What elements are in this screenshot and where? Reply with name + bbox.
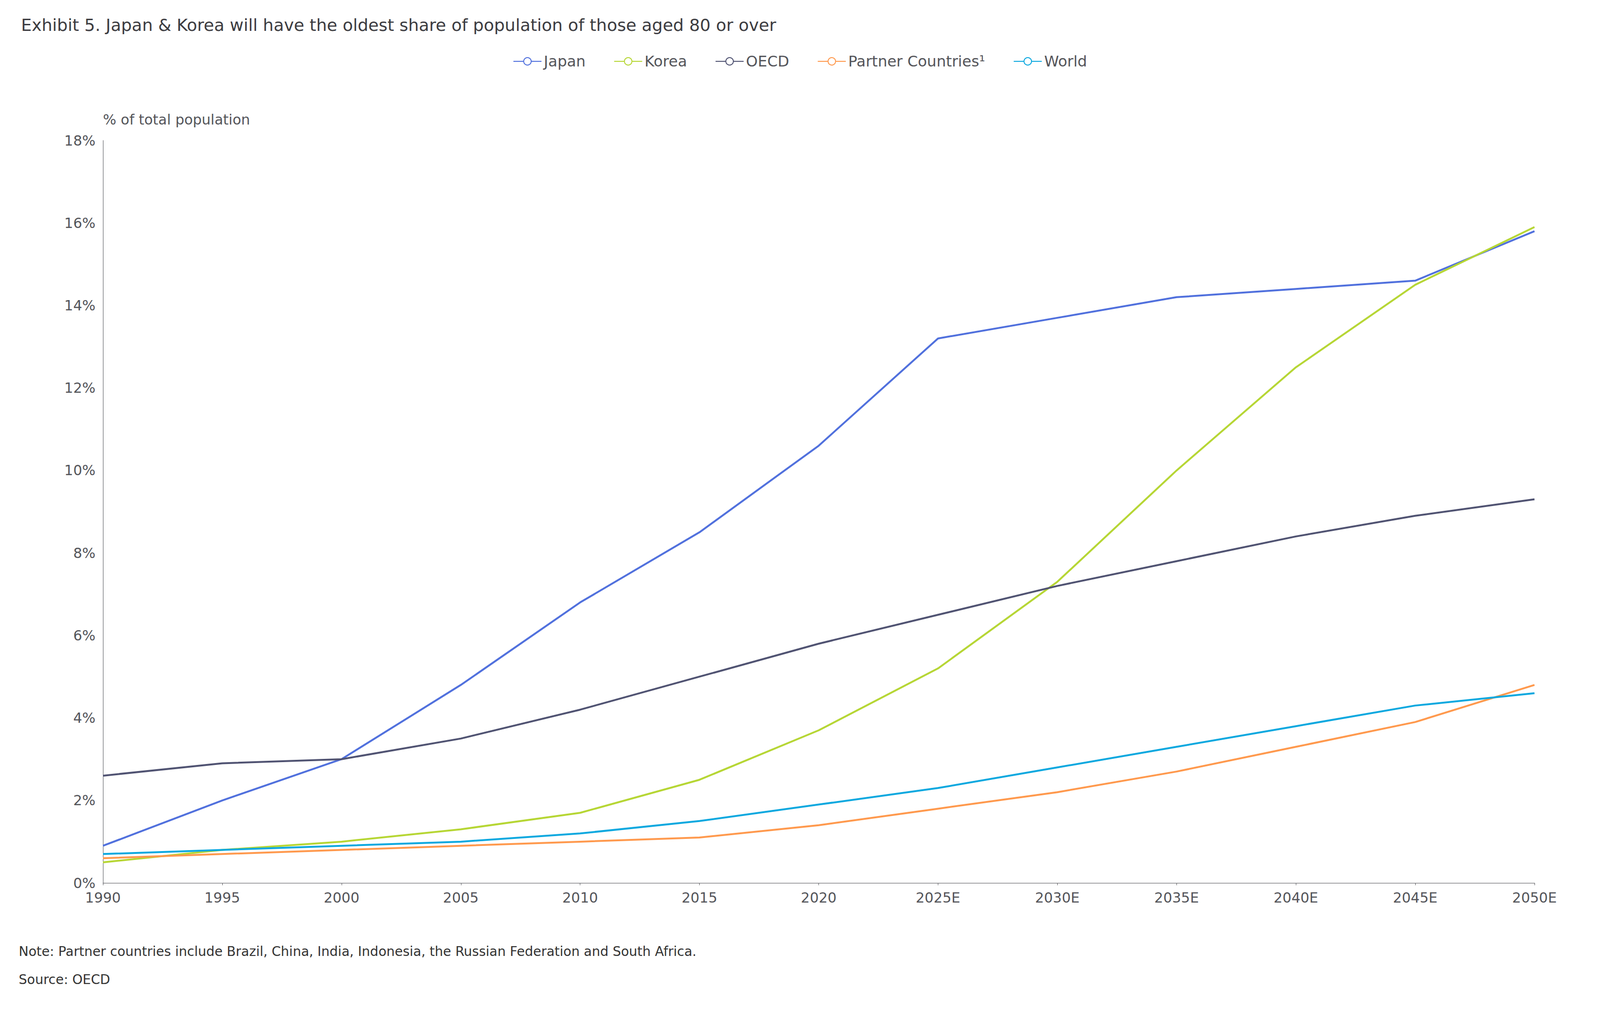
svg-text:2030E: 2030E	[1035, 889, 1080, 906]
svg-text:2020: 2020	[800, 889, 837, 906]
svg-text:10%: 10%	[64, 461, 96, 479]
svg-text:2045E: 2045E	[1392, 889, 1438, 906]
svg-text:2005: 2005	[443, 889, 479, 906]
svg-text:Exhibit 5. Japan & Korea will: Exhibit 5. Japan & Korea will have the o…	[21, 15, 777, 35]
svg-text:1990: 1990	[85, 889, 121, 906]
svg-text:16%: 16%	[64, 214, 96, 232]
svg-text:2040E: 2040E	[1273, 889, 1319, 906]
svg-text:2000: 2000	[323, 889, 360, 906]
svg-text:0%: 0%	[73, 874, 96, 892]
svg-text:2015: 2015	[681, 889, 717, 906]
svg-text:4%: 4%	[73, 709, 96, 726]
svg-text:% of total population: % of total population	[102, 111, 250, 128]
svg-text:OECD: OECD	[745, 52, 790, 71]
svg-text:World: World	[1044, 52, 1088, 71]
svg-text:2035E: 2035E	[1154, 889, 1199, 906]
svg-text:18%: 18%	[64, 132, 96, 149]
svg-text:1995: 1995	[204, 889, 241, 906]
svg-text:2010: 2010	[562, 889, 598, 906]
svg-text:Korea: Korea	[644, 52, 687, 71]
svg-text:2%: 2%	[73, 791, 96, 809]
svg-text:6%: 6%	[73, 627, 96, 644]
svg-text:Note: Partner countries includ: Note: Partner countries include Brazil, …	[18, 943, 697, 959]
svg-text:14%: 14%	[64, 297, 96, 314]
svg-text:Source: OECD: Source: OECD	[18, 971, 110, 987]
svg-text:Partner Countries¹: Partner Countries¹	[847, 52, 986, 71]
svg-text:2025E: 2025E	[915, 889, 961, 906]
svg-text:12%: 12%	[64, 379, 96, 396]
svg-text:8%: 8%	[73, 544, 96, 562]
svg-text:2050E: 2050E	[1512, 889, 1557, 906]
svg-text:Japan: Japan	[542, 52, 586, 71]
